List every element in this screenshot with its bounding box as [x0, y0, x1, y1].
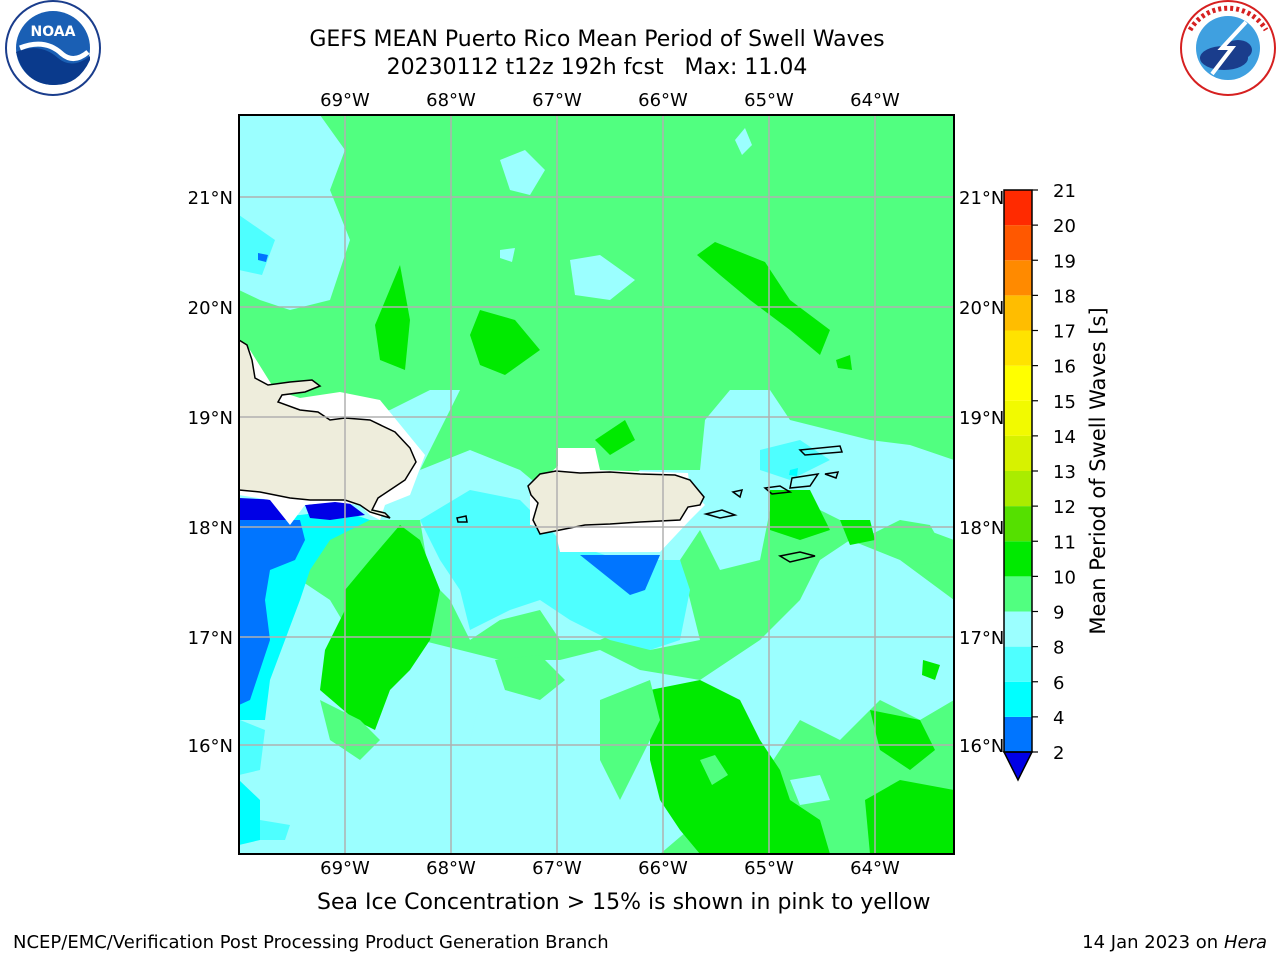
noaa-logo: NOAA [5, 0, 101, 96]
colorbar-tick-label: 9 [1053, 603, 1064, 624]
lat-label-right: 16°N [959, 736, 1004, 757]
colorbar-segment [1004, 330, 1032, 366]
colorbar-tick-label: 21 [1053, 181, 1076, 202]
colorbar-segment [1004, 506, 1032, 542]
colorbar-segment [1004, 225, 1032, 261]
colorbar-segment [1004, 576, 1032, 612]
colorbar-tick-label: 13 [1053, 462, 1076, 483]
graticule [239, 115, 954, 854]
lat-label-left: 19°N [188, 408, 233, 429]
colorbar-tick-label: 12 [1053, 497, 1076, 518]
lat-label-left: 16°N [188, 736, 233, 757]
lon-label-bottom: 66°W [638, 858, 688, 879]
colorbar-label: Mean Period of Swell Waves [s] [1086, 307, 1110, 634]
lat-label-left: 21°N [188, 188, 233, 209]
colorbar-segment [1004, 646, 1032, 682]
run-date-text: 14 Jan 2023 on [1082, 932, 1219, 953]
lon-label-bottom: 65°W [744, 858, 794, 879]
colorbar-segment [1004, 400, 1032, 436]
colorbar-segment [1004, 260, 1032, 296]
lat-label-right: 19°N [959, 408, 1004, 429]
chart-title: GEFS MEAN Puerto Rico Mean Period of Swe… [309, 27, 885, 52]
lat-label-right: 21°N [959, 188, 1004, 209]
credit-text: NCEP/EMC/Verification Post Processing Pr… [13, 932, 609, 953]
lat-label-left: 18°N [188, 518, 233, 539]
lon-label-top: 66°W [638, 90, 688, 111]
caption: Sea Ice Concentration > 15% is shown in … [317, 890, 931, 915]
noaa-logo-text: NOAA [31, 24, 76, 40]
swell-period-field [239, 115, 954, 854]
lat-label-left: 17°N [188, 628, 233, 649]
lon-label-bottom: 67°W [532, 858, 582, 879]
colorbar-tick-label: 10 [1053, 567, 1076, 588]
lon-label-top: 65°W [744, 90, 794, 111]
lat-label-left: 20°N [188, 298, 233, 319]
colorbar-extend-arrow [1002, 751, 1034, 782]
lat-label-right: 18°N [959, 518, 1004, 539]
colorbar-segment [1004, 541, 1032, 577]
colorbar-tick-label: 19 [1053, 251, 1076, 272]
colorbar-tick-label: 20 [1053, 216, 1076, 237]
colorbar: 2 4 6 8 9 10 11 12 13 14 15 16 17 18 19 20 21 [1002, 181, 1076, 782]
lat-label-right: 17°N [959, 628, 1004, 649]
colorbar-segment [1004, 190, 1032, 226]
colorbar-tick-label: 11 [1053, 532, 1076, 553]
nws-logo [1180, 0, 1276, 96]
lon-label-top: 64°W [850, 90, 900, 111]
colorbar-tick-label: 15 [1053, 392, 1076, 413]
colorbar-tick-label: 18 [1053, 286, 1076, 307]
colorbar-segment [1004, 295, 1032, 331]
colorbar-tick-label: 4 [1053, 708, 1064, 729]
map-frame [238, 114, 955, 855]
colorbar-tick-label: 6 [1053, 673, 1064, 694]
lon-label-top: 68°W [426, 90, 476, 111]
lon-label-top: 67°W [532, 90, 582, 111]
lat-label-right: 20°N [959, 298, 1004, 319]
colorbar-segment [1004, 435, 1032, 471]
run-host: Hera [1223, 932, 1267, 953]
colorbar-segment [1004, 365, 1032, 401]
colorbar-segment [1004, 716, 1032, 752]
colorbar-tick-label: 14 [1053, 427, 1076, 448]
lon-label-bottom: 64°W [850, 858, 900, 879]
chart-subtitle: 20230112 t12z 192h fcst Max: 11.04 [386, 55, 808, 80]
colorbar-tick-label: 2 [1053, 743, 1064, 764]
colorbar-tick-label: 17 [1053, 322, 1076, 343]
colorbar-tick-label: 8 [1053, 638, 1064, 659]
lon-label-top: 69°W [320, 90, 370, 111]
lon-label-bottom: 68°W [426, 858, 476, 879]
colorbar-segment [1004, 611, 1032, 647]
colorbar-tick-label: 16 [1053, 357, 1076, 378]
lon-label-bottom: 69°W [320, 858, 370, 879]
colorbar-segment [1004, 681, 1032, 717]
colorbar-segment [1004, 471, 1032, 507]
run-date: 14 Jan 2023 on Hera [1082, 932, 1267, 953]
